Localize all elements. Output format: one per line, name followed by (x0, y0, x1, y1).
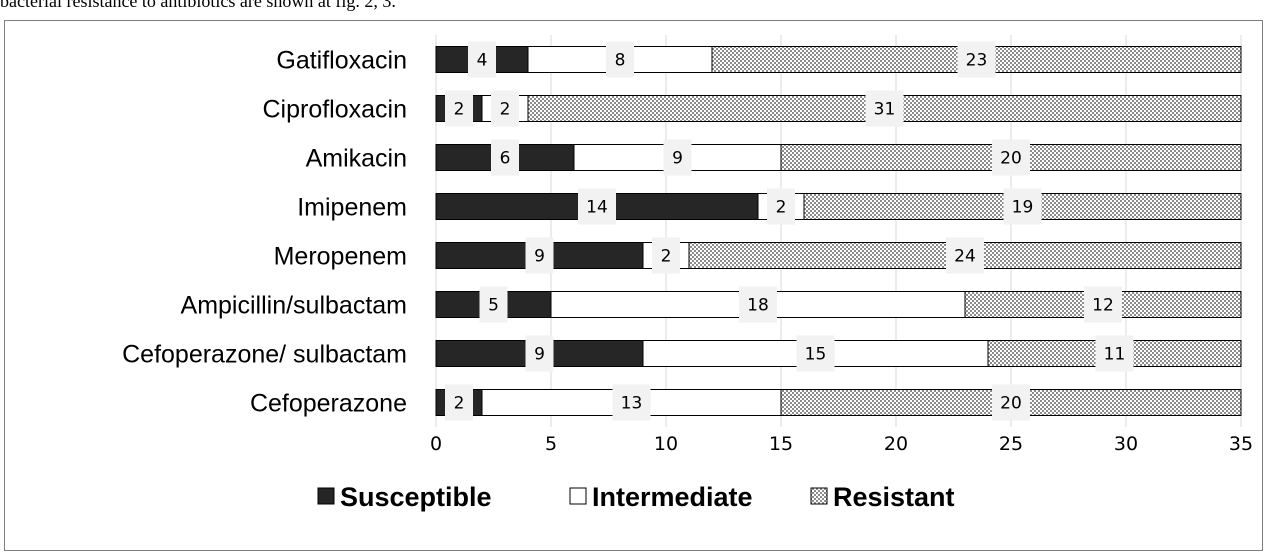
data-label: 20 (1000, 394, 1022, 414)
data-label: 23 (966, 51, 988, 71)
category-label: Cefoperazone (250, 390, 407, 418)
legend-resistant-swatch (810, 487, 828, 505)
data-label: 2 (776, 198, 787, 218)
data-label-box (1084, 286, 1122, 323)
category-label: Ampicillin/sulbactam (181, 292, 407, 320)
x-tick-label: 20 (884, 433, 908, 455)
category-label: Gatifloxacin (276, 47, 407, 75)
data-label: 11 (1104, 345, 1126, 365)
data-label: 2 (500, 100, 511, 120)
data-label: 4 (477, 51, 488, 71)
data-label-box (612, 384, 651, 421)
data-label-box (468, 41, 496, 78)
legend-susceptible-swatch (317, 487, 335, 505)
category-labels: Gatifloxacin Ciprofloxacin Amikacin Imipene… (122, 47, 407, 418)
legend-intermediate-swatch (569, 487, 587, 505)
legend: Susceptible Intermediate Resistant (317, 482, 955, 512)
data-label: 6 (500, 149, 511, 169)
category-label: Ciprofloxacin (262, 96, 407, 124)
data-label-box (865, 90, 904, 127)
legend-intermediate-label: Intermediate (592, 482, 753, 512)
data-label: 13 (621, 394, 643, 414)
data-label: 12 (1092, 296, 1114, 316)
x-tick-label: 35 (1229, 433, 1253, 455)
data-label-box (796, 335, 835, 372)
x-tick-label: 15 (769, 433, 793, 455)
category-label: Meropenem (274, 243, 407, 271)
data-label-box (606, 41, 634, 78)
x-tick-labels: 0 5 10 15 20 25 30 35 (430, 433, 1253, 455)
x-tick-label: 30 (1114, 433, 1138, 455)
data-label: 9 (534, 247, 545, 267)
data-label-box (1003, 188, 1042, 225)
data-label-box (491, 90, 519, 127)
data-label-box (663, 139, 692, 176)
data-label-box (578, 188, 616, 225)
data-label-box (992, 139, 1030, 176)
data-label: 2 (454, 394, 465, 414)
data-label-box (1095, 335, 1134, 372)
x-tick-label: 0 (430, 433, 442, 455)
data-label: 2 (661, 247, 672, 267)
data-label-box (479, 286, 508, 323)
data-label-box (739, 286, 777, 323)
data-label: 19 (1012, 198, 1034, 218)
data-label-box (445, 384, 473, 421)
data-label-box (957, 41, 996, 78)
category-label: Cefoperazone/ sulbactam (122, 341, 407, 369)
data-label-box (992, 384, 1030, 421)
x-tick-label: 25 (999, 433, 1023, 455)
data-label: 31 (874, 100, 896, 120)
data-label: 24 (954, 247, 976, 267)
data-label: 2 (454, 100, 465, 120)
data-label: 18 (747, 296, 769, 316)
x-tick-label: 5 (545, 433, 557, 455)
category-label: Imipenem (297, 194, 407, 222)
data-label-box (767, 188, 795, 225)
category-label: Amikacin (306, 145, 407, 173)
data-label: 20 (1000, 149, 1022, 169)
legend-susceptible-label: Susceptible (340, 482, 492, 512)
data-label-box (525, 335, 554, 372)
legend-resistant-label: Resistant (833, 482, 955, 512)
data-label: 5 (488, 296, 499, 316)
data-label-box (652, 237, 680, 274)
data-label: 9 (534, 345, 545, 365)
data-label: 14 (586, 198, 608, 218)
data-label-box (491, 139, 519, 176)
x-tick-label: 10 (654, 433, 678, 455)
bars-group: 4 8 23 2 2 31 6 9 20 14 2 19 9 2 24 5 18 12 9 15 11 2 13 20 (435, 41, 1242, 421)
caption-text: bacterial resistance to antibiotics are … (0, 0, 396, 11)
data-label-box (946, 237, 984, 274)
data-label: 15 (805, 345, 827, 365)
data-label-box (445, 90, 473, 127)
data-label: 8 (615, 51, 626, 71)
data-label: 9 (672, 149, 683, 169)
data-label-box (525, 237, 554, 274)
